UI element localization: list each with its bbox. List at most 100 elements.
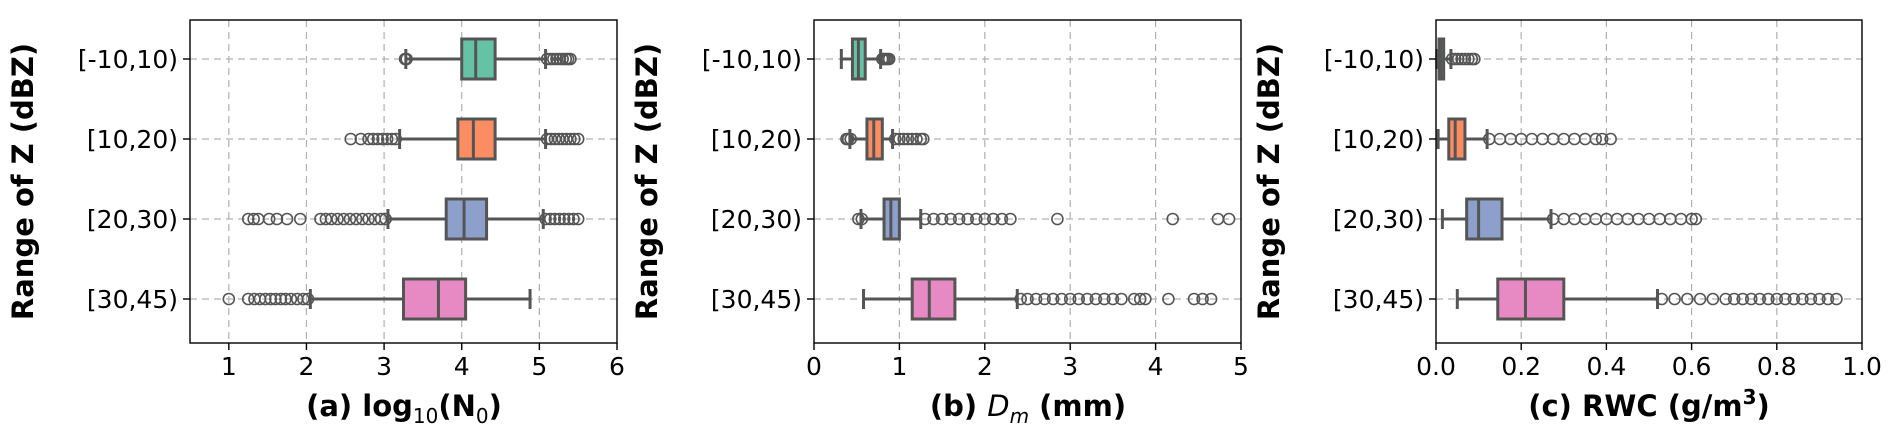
flier-point [1051, 212, 1064, 226]
flier-point [1804, 292, 1818, 306]
x-label-part: m [1010, 404, 1029, 428]
x-label-part: D [987, 389, 1009, 423]
flier-point [539, 212, 552, 226]
x-label-part: (b) [930, 389, 987, 423]
flier-point [562, 212, 576, 226]
x-label-part: 0 [476, 404, 489, 428]
panel-3: 0.0 0.2 0.4 0.6 0.8 1.0 [-10,10) [10,20) [20,30)… [1252, 19, 1882, 423]
flier-point [855, 212, 869, 226]
flier-point [567, 212, 580, 226]
flier-point [1685, 212, 1698, 226]
flier-point [293, 212, 307, 226]
flier-point [1736, 292, 1750, 306]
x-tick-label: 4 [454, 352, 470, 381]
box-4 [222, 277, 532, 321]
flier-point [1744, 292, 1758, 306]
flier-point [1021, 292, 1034, 306]
flier-point [1014, 292, 1027, 306]
flier-point [1162, 292, 1175, 306]
flier-point [1458, 52, 1472, 66]
flier-point [1133, 292, 1147, 306]
flier-point [1689, 212, 1703, 226]
flier-point [385, 132, 399, 146]
flier-point [259, 292, 272, 306]
iqr-box [460, 37, 497, 81]
flier-point [557, 212, 571, 226]
flier-point [1589, 132, 1603, 146]
y-tick-label: [20,30) [711, 205, 802, 234]
x-tick-label: 0.8 [1757, 352, 1797, 381]
y-tick-label: [10,20) [711, 125, 802, 154]
box-3 [241, 197, 585, 241]
flier-point [1604, 132, 1617, 146]
flier-point [1468, 52, 1481, 66]
x-label-part: 3 [1743, 385, 1757, 409]
flier-point [1115, 292, 1128, 306]
flier-point [264, 292, 278, 306]
x-label-part: (N [438, 389, 476, 423]
flier-point [897, 132, 910, 146]
flier-point [1681, 292, 1694, 306]
flier-point [389, 132, 403, 146]
flier-point [379, 212, 392, 226]
flier-point [301, 292, 315, 306]
x-tick-label: 3 [376, 352, 392, 381]
x-label-part: (c) RWC (g/m [1528, 389, 1742, 423]
flier-point [564, 132, 577, 146]
x-tick-label: 5 [1233, 352, 1249, 381]
x-label-part: (mm) [1029, 389, 1126, 423]
flier-point [1204, 292, 1218, 306]
flier-point [1770, 292, 1784, 306]
x-label-part: 10 [413, 404, 438, 428]
flier-point [1029, 292, 1043, 306]
flier-point [331, 212, 344, 226]
flier-point [344, 132, 358, 146]
flier-point [1830, 292, 1843, 306]
flier-point [270, 212, 284, 226]
flier-point [1166, 212, 1179, 226]
flier-point [241, 212, 255, 226]
flier-point [343, 212, 357, 226]
flier-point [844, 132, 858, 146]
box-2 [344, 117, 585, 161]
flier-point [556, 52, 569, 66]
flier-point [952, 212, 966, 226]
x-tick-label: 2 [299, 352, 315, 381]
x-tick-label: 6 [609, 352, 625, 381]
box-2 [1436, 117, 1617, 161]
x-axis-label: (c) RWC (g/m3) [1528, 385, 1770, 423]
flier-point [1462, 52, 1475, 66]
flier-point [910, 132, 923, 146]
flier-point [1668, 292, 1681, 306]
flier-point [893, 132, 906, 146]
box-3 [852, 197, 1236, 241]
flier-point [540, 52, 554, 66]
flier-point [1004, 212, 1017, 226]
flier-point [944, 212, 957, 226]
y-tick-label: [30,45) [87, 285, 178, 314]
y-tick-label: [20,30) [87, 205, 178, 234]
x-tick-label: 1 [221, 352, 237, 381]
flier-point [284, 292, 298, 306]
y-tick-label: [10,20) [87, 125, 178, 154]
x-axis-label: (b) Dm (mm) [930, 389, 1126, 428]
flier-point [961, 212, 975, 226]
flier-point [1693, 292, 1707, 306]
flier-point [349, 212, 363, 226]
flier-point [571, 212, 585, 226]
flier-point [1796, 292, 1809, 306]
y-axis-label: Range of Z (dBZ) [630, 43, 664, 320]
flier-point [1753, 292, 1767, 306]
x-axis-label: (a) log10(N0) [306, 389, 502, 428]
flier-point [1222, 212, 1236, 226]
flier-point [371, 132, 385, 146]
flier-point [564, 52, 577, 66]
x-tick-label: 0.0 [1416, 352, 1456, 381]
flier-point [400, 52, 413, 66]
x-label-part: (a) log [306, 389, 413, 423]
flier-point [888, 132, 902, 146]
flier-point [1787, 292, 1801, 306]
flier-point [1038, 292, 1051, 306]
axes-frame [813, 19, 1242, 344]
